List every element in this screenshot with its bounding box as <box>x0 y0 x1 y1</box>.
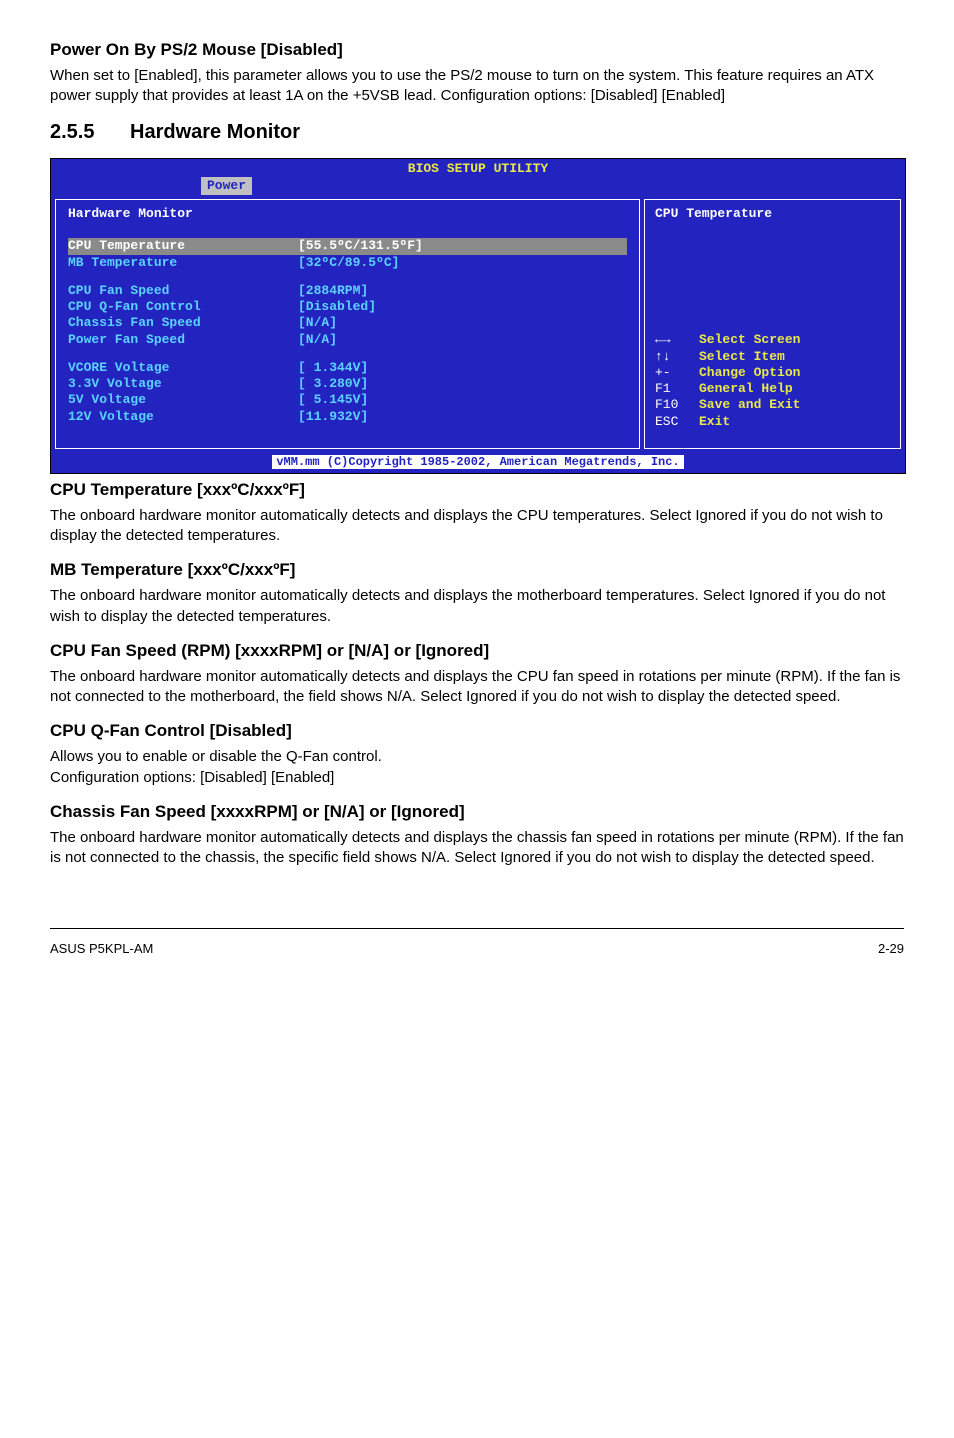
heading-chassis: Chassis Fan Speed [xxxxRPM] or [N/A] or … <box>50 802 904 822</box>
bios-setting-key: Chassis Fan Speed <box>68 315 298 331</box>
bios-nav-label: Change Option <box>699 365 800 381</box>
bios-setting-key: Power Fan Speed <box>68 332 298 348</box>
text-mb-temp: The onboard hardware monitor automatical… <box>50 586 904 627</box>
heading-fan-speed: CPU Fan Speed (RPM) [xxxxRPM] or [N/A] o… <box>50 641 904 661</box>
bios-help-title: CPU Temperature <box>655 206 890 222</box>
text-qfan-1: Allows you to enable or disable the Q-Fa… <box>50 747 904 767</box>
bios-nav-row: F1General Help <box>655 381 890 397</box>
page-footer: ASUS P5KPL-AM 2-29 <box>50 937 904 956</box>
bios-setting-row[interactable]: CPU Temperature[55.5ºC/131.5ºF] <box>68 238 627 254</box>
bios-title: BIOS SETUP UTILITY <box>408 161 548 176</box>
bios-setting-row[interactable]: CPU Q-Fan Control[Disabled] <box>68 299 627 315</box>
bios-nav-label: General Help <box>699 381 793 397</box>
bios-setting-row[interactable]: Power Fan Speed[N/A] <box>68 332 627 348</box>
bios-setting-value: [N/A] <box>298 332 337 348</box>
bios-setting-value: [ 5.145V] <box>298 392 368 408</box>
bios-setting-row[interactable]: 5V Voltage[ 5.145V] <box>68 392 627 408</box>
bios-setting-key: 12V Voltage <box>68 409 298 425</box>
bios-setting-key: VCORE Voltage <box>68 360 298 376</box>
bios-nav-label: Select Screen <box>699 332 800 348</box>
bios-nav-label: Select Item <box>699 349 785 365</box>
heading-mb-temp: MB Temperature [xxxºC/xxxºF] <box>50 560 904 580</box>
bios-setting-value: [ 1.344V] <box>298 360 368 376</box>
bios-nav-key: +- <box>655 365 699 381</box>
bios-setting-key: CPU Fan Speed <box>68 283 298 299</box>
heading-number: 2.5.5 <box>50 121 130 144</box>
bios-setting-row[interactable]: 3.3V Voltage[ 3.280V] <box>68 376 627 392</box>
heading-hardware-monitor: 2.5.5Hardware Monitor <box>50 121 904 144</box>
bios-nav-key: ↑↓ <box>655 349 699 365</box>
bios-setting-value: [55.5ºC/131.5ºF] <box>298 238 423 254</box>
bios-setting-value: [32ºC/89.5ºC] <box>298 255 399 271</box>
bios-window: BIOS SETUP UTILITY Power Hardware Monito… <box>50 158 906 474</box>
bios-left-panel: Hardware Monitor CPU Temperature[55.5ºC/… <box>55 199 640 449</box>
bios-nav-row: F10Save and Exit <box>655 397 890 413</box>
bios-setting-value: [Disabled] <box>298 299 376 315</box>
bios-footer-text: vMM.mm (C)Copyright 1985-2002, American … <box>272 455 683 469</box>
bios-nav-row: ESCExit <box>655 414 890 430</box>
text-fan-speed: The onboard hardware monitor automatical… <box>50 667 904 708</box>
footer-left: ASUS P5KPL-AM <box>50 941 153 956</box>
text-power-mouse: When set to [Enabled], this parameter al… <box>50 66 904 107</box>
bios-setting-row[interactable]: VCORE Voltage[ 1.344V] <box>68 360 627 376</box>
bios-setting-value: [N/A] <box>298 315 337 331</box>
text-qfan-2: Configuration options: [Disabled] [Enabl… <box>50 768 904 788</box>
bios-nav-row: ↑↓Select Item <box>655 349 890 365</box>
text-chassis: The onboard hardware monitor automatical… <box>50 828 904 869</box>
bios-footer: vMM.mm (C)Copyright 1985-2002, American … <box>51 453 905 473</box>
bios-setting-row[interactable]: 12V Voltage[11.932V] <box>68 409 627 425</box>
bios-nav-row: +-Change Option <box>655 365 890 381</box>
bios-tab-power[interactable]: Power <box>201 177 252 195</box>
bios-setting-row[interactable]: MB Temperature[32ºC/89.5ºC] <box>68 255 627 271</box>
bios-nav-row: ←→Select Screen <box>655 332 890 348</box>
bios-setting-key: 3.3V Voltage <box>68 376 298 392</box>
bios-left-title: Hardware Monitor <box>68 206 627 222</box>
bios-right-panel: CPU Temperature ←→Select Screen↑↓Select … <box>644 199 901 449</box>
heading-cpu-temp: CPU Temperature [xxxºC/xxxºF] <box>50 480 904 500</box>
text-cpu-temp: The onboard hardware monitor automatical… <box>50 506 904 547</box>
bios-setting-row[interactable]: CPU Fan Speed[2884RPM] <box>68 283 627 299</box>
bios-setting-value: [11.932V] <box>298 409 368 425</box>
bios-setting-key: CPU Temperature <box>68 238 298 254</box>
bios-nav-key: ESC <box>655 414 699 430</box>
bios-titlebar: BIOS SETUP UTILITY Power <box>51 159 905 196</box>
heading-qfan: CPU Q-Fan Control [Disabled] <box>50 721 904 741</box>
bios-nav-label: Exit <box>699 414 730 430</box>
bios-setting-value: [ 3.280V] <box>298 376 368 392</box>
bios-setting-row[interactable]: Chassis Fan Speed[N/A] <box>68 315 627 331</box>
bios-setting-key: MB Temperature <box>68 255 298 271</box>
heading-text: Hardware Monitor <box>130 121 300 143</box>
bios-setting-key: 5V Voltage <box>68 392 298 408</box>
bios-nav-label: Save and Exit <box>699 397 800 413</box>
heading-power-mouse: Power On By PS/2 Mouse [Disabled] <box>50 40 904 60</box>
bios-nav-key: F10 <box>655 397 699 413</box>
bios-nav-key: F1 <box>655 381 699 397</box>
bios-setting-key: CPU Q-Fan Control <box>68 299 298 315</box>
footer-right: 2-29 <box>878 941 904 956</box>
bios-setting-value: [2884RPM] <box>298 283 368 299</box>
bios-nav-key: ←→ <box>655 332 699 348</box>
